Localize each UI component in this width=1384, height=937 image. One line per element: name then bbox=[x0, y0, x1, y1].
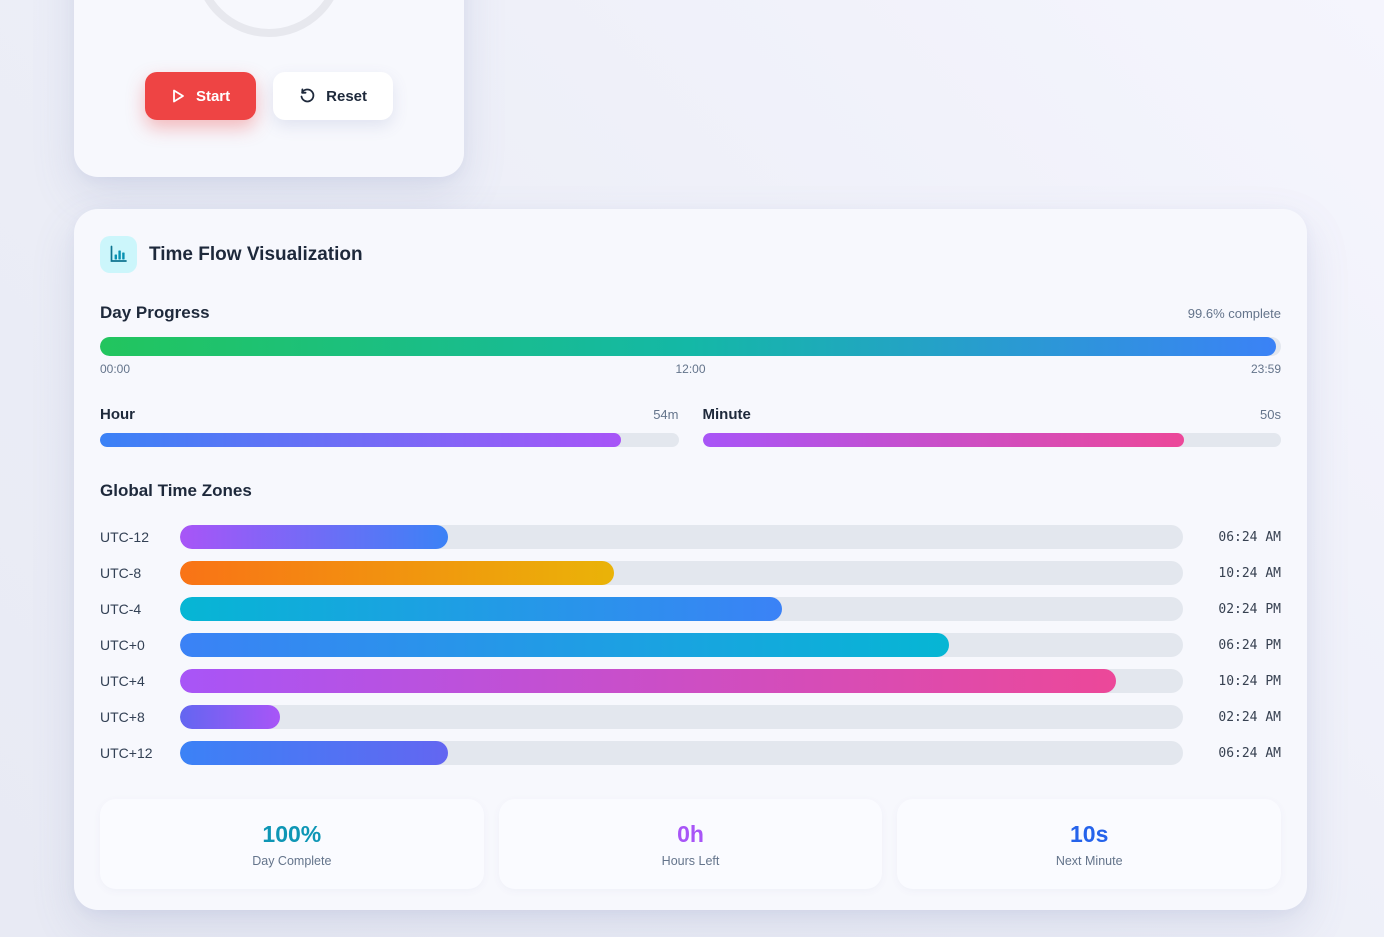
timezone-label: UTC-8 bbox=[100, 565, 142, 581]
play-icon bbox=[171, 88, 186, 104]
hour-value: 54m bbox=[653, 407, 679, 422]
day-progress-track bbox=[100, 337, 1281, 356]
start-button-label: Start bbox=[195, 87, 231, 105]
reset-button-label: Reset bbox=[326, 87, 368, 105]
stat-label: Next Minute bbox=[1055, 853, 1123, 868]
timezone-fill bbox=[180, 561, 615, 585]
timezone-fill bbox=[180, 741, 448, 765]
timezone-track bbox=[180, 633, 1183, 657]
timezone-time: 06:24 AM bbox=[1218, 745, 1281, 761]
tick-end: 23:59 bbox=[1250, 362, 1281, 376]
minute-fill bbox=[702, 433, 1185, 447]
timezone-fill bbox=[180, 633, 950, 657]
timezone-track bbox=[180, 705, 1183, 729]
stat-day-complete: 100% Day Complete bbox=[100, 799, 484, 889]
timezone-row: UTC+0 06:24 PM bbox=[100, 627, 1281, 663]
timezone-row: UTC+12 06:24 AM bbox=[100, 735, 1281, 771]
timezone-label: UTC-12 bbox=[100, 529, 150, 545]
day-progress-label: Day Progress bbox=[100, 303, 210, 322]
card-title: Time Flow Visualization bbox=[149, 243, 363, 265]
stat-value: 100% bbox=[262, 820, 322, 847]
timezone-time: 06:24 AM bbox=[1218, 529, 1281, 545]
timezones-heading: Global Time Zones bbox=[100, 481, 252, 500]
timezone-label: UTC+4 bbox=[100, 673, 145, 689]
stat-hours-left: 0h Hours Left bbox=[498, 799, 883, 889]
timezone-time: 06:24 PM bbox=[1218, 637, 1281, 653]
timezone-track bbox=[180, 741, 1183, 765]
timer-ring bbox=[194, 0, 344, 37]
hour-fill bbox=[100, 433, 621, 447]
hour-track bbox=[100, 433, 679, 447]
timezone-fill bbox=[180, 597, 782, 621]
timezone-time: 02:24 AM bbox=[1218, 709, 1281, 725]
timezone-time: 02:24 PM bbox=[1218, 601, 1281, 617]
timezone-row: UTC+4 10:24 PM bbox=[100, 663, 1281, 699]
time-flow-card: Time Flow Visualization Day Progress 99.… bbox=[74, 209, 1307, 910]
minute-value: 50s bbox=[1260, 407, 1281, 422]
stat-label: Day Complete bbox=[252, 853, 332, 868]
tick-mid: 12:00 bbox=[675, 362, 706, 376]
timezone-time: 10:24 PM bbox=[1218, 673, 1281, 689]
timezone-row: UTC-8 10:24 AM bbox=[100, 555, 1281, 591]
timezone-row: UTC-4 02:24 PM bbox=[100, 591, 1281, 627]
timezone-fill bbox=[180, 669, 1116, 693]
tick-start: 00:00 bbox=[100, 362, 131, 376]
stat-next-minute: 10s Next Minute bbox=[897, 799, 1282, 889]
day-progress-ticks: 00:00 12:00 23:59 bbox=[100, 362, 1281, 376]
sub-progress-section: Hour 54m Minute 50s bbox=[100, 406, 1281, 447]
stat-value: 10s bbox=[1069, 820, 1109, 847]
timezone-track bbox=[180, 597, 1183, 621]
card-header: Time Flow Visualization bbox=[100, 236, 1281, 273]
start-button[interactable]: Start bbox=[144, 72, 257, 120]
timezone-label: UTC-4 bbox=[100, 601, 142, 617]
day-progress-fill bbox=[100, 337, 1277, 356]
timezone-track bbox=[180, 669, 1183, 693]
minute-progress: Minute 50s bbox=[702, 406, 1281, 447]
day-progress-section: Day Progress 99.6% complete 00:00 12:00 … bbox=[100, 303, 1281, 376]
bar-chart-icon bbox=[100, 236, 137, 273]
minute-label: Minute bbox=[702, 406, 751, 423]
reset-icon bbox=[299, 88, 316, 105]
timezone-track bbox=[180, 525, 1183, 549]
timezones-list: UTC-12 06:24 AM UTC-8 10:24 AM UTC-4 02:… bbox=[100, 519, 1281, 771]
day-progress-status: 99.6% complete bbox=[1187, 306, 1281, 321]
timezone-row: UTC+8 02:24 AM bbox=[100, 699, 1281, 735]
timezone-track bbox=[180, 561, 1183, 585]
minute-track bbox=[702, 433, 1281, 447]
hour-label: Hour bbox=[100, 406, 135, 423]
timezone-time: 10:24 AM bbox=[1218, 565, 1281, 581]
stat-value: 0h bbox=[677, 820, 704, 847]
timezone-fill bbox=[180, 705, 281, 729]
reset-button[interactable]: Reset bbox=[273, 72, 394, 120]
timezone-label: UTC+12 bbox=[100, 745, 153, 761]
hour-progress: Hour 54m bbox=[100, 406, 679, 447]
stat-label: Hours Left bbox=[661, 853, 720, 868]
summary-stats: 100% Day Complete 0h Hours Left 10s Next… bbox=[100, 799, 1282, 889]
timezone-row: UTC-12 06:24 AM bbox=[100, 519, 1281, 555]
timezone-label: UTC+8 bbox=[100, 709, 145, 725]
timezone-label: UTC+0 bbox=[100, 637, 145, 653]
timezone-fill bbox=[180, 525, 448, 549]
timer-card: Start Reset bbox=[74, 0, 464, 177]
